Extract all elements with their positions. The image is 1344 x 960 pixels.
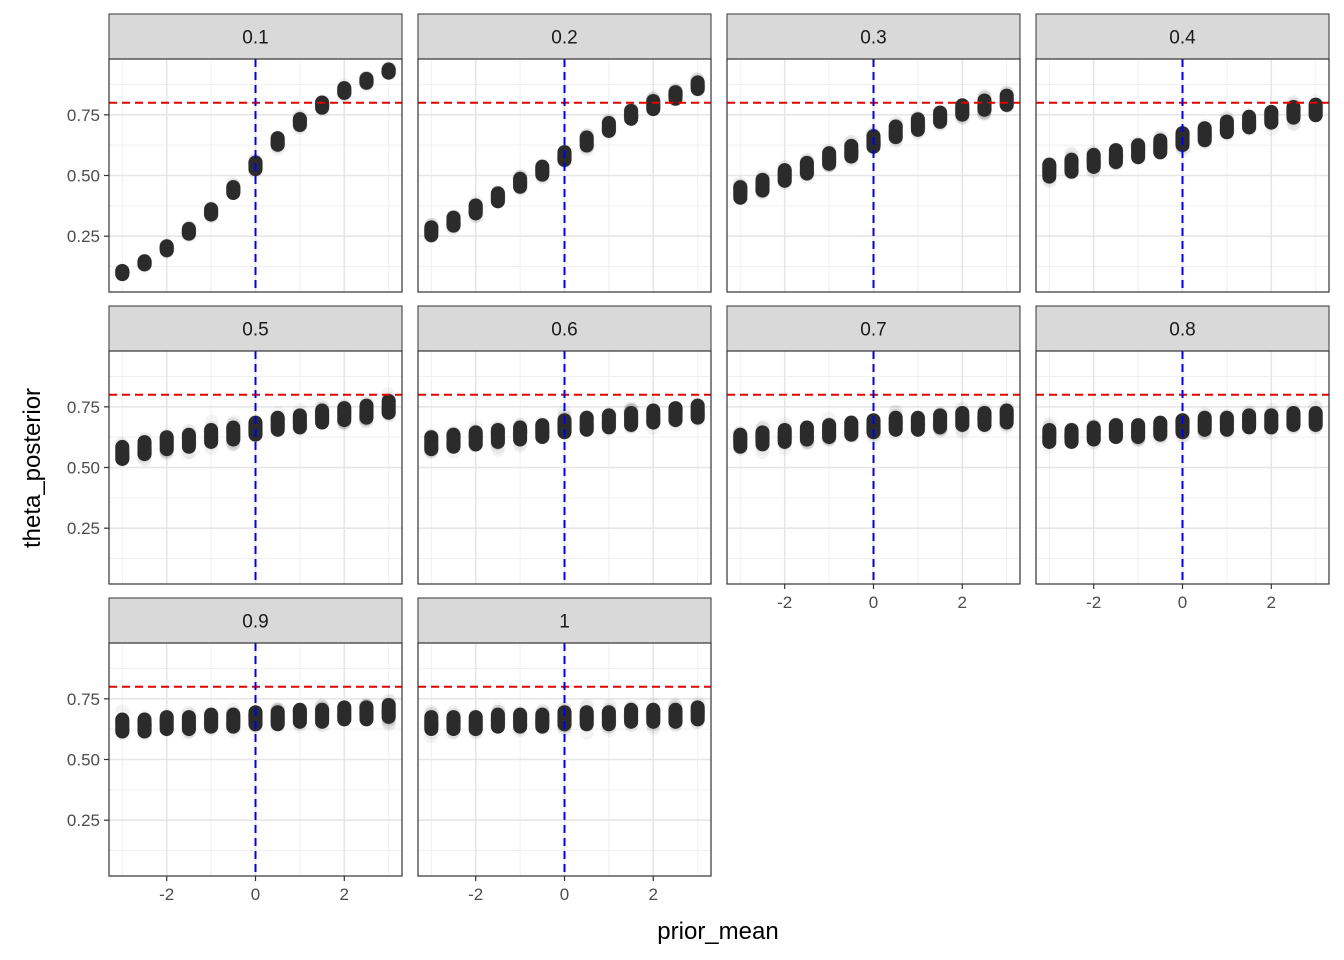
point-cloud	[732, 399, 1015, 460]
facet-panel-0.2: 0.2	[417, 13, 712, 293]
x-tick-label: 0	[560, 885, 569, 904]
facet-panel-0.7: 0.7 -2 0 2	[726, 305, 1021, 612]
x-tick-label: 0	[869, 593, 878, 612]
panel-border	[417, 58, 712, 293]
y-tick-label: 0.50	[67, 167, 100, 186]
facet-panel-0.4: 0.4	[1035, 13, 1330, 293]
facet-strip-label: 1	[559, 612, 570, 633]
y-axis-title: theta_posterior	[19, 388, 46, 548]
point-cloud	[114, 386, 397, 467]
point-cloud	[423, 395, 706, 460]
facet-panel-0.5: 0.5 0.25 0.50 0.75	[67, 305, 403, 585]
x-tick-label: -2	[777, 593, 792, 612]
y-tick-label: 0.50	[67, 459, 100, 478]
facet-panel-1: 1 -2 0 2	[417, 597, 712, 904]
x-tick-label: 0	[1178, 593, 1187, 612]
panel-border	[1035, 58, 1330, 293]
y-tick-label: 0.75	[67, 690, 100, 709]
point-cloud	[732, 85, 1015, 206]
facet-strip-label: 0.8	[1169, 320, 1195, 341]
y-tick-label: 0.25	[67, 227, 100, 246]
facet-strip-label: 0.7	[860, 320, 886, 341]
x-tick-label: 2	[340, 885, 349, 904]
point-cloud	[114, 60, 397, 282]
facet-panel-0.3: 0.3	[726, 13, 1021, 293]
facet-strip-label: 0.5	[242, 320, 268, 341]
x-tick-label: -2	[468, 885, 483, 904]
facet-strip	[108, 597, 403, 644]
panel-border	[726, 58, 1021, 293]
x-tick-label: 2	[1267, 593, 1276, 612]
y-tick-label: 0.75	[67, 106, 100, 125]
facet-strip-label: 0.4	[1169, 28, 1196, 49]
point-cloud	[1041, 398, 1324, 454]
y-tick-label: 0.50	[67, 751, 100, 770]
panel-border	[417, 350, 712, 585]
facet-strip	[417, 597, 712, 644]
facet-strip-label: 0.1	[242, 28, 268, 49]
facet-panel-0.1: 0.1 0.25 0.50 0.75	[67, 13, 403, 293]
x-axis-title: prior_mean	[657, 918, 778, 945]
facet-panel-0.9: 0.9 0.25 0.50 0.75 -2 0 2	[67, 597, 403, 904]
facet-strip	[726, 13, 1021, 60]
facet-strip-label: 0.2	[551, 28, 577, 49]
x-tick-label: 0	[251, 885, 260, 904]
facet-strip	[417, 305, 712, 352]
x-tick-label: -2	[1086, 593, 1101, 612]
x-tick-label: 2	[649, 885, 658, 904]
facet-strip	[108, 13, 403, 60]
x-tick-label: 2	[958, 593, 967, 612]
facet-strip-label: 0.3	[860, 28, 886, 49]
facet-strip-label: 0.9	[242, 612, 268, 633]
point-cloud	[1041, 94, 1324, 189]
y-tick-label: 0.75	[67, 398, 100, 417]
facet-panel-0.6: 0.6	[417, 305, 712, 585]
x-tick-label: -2	[159, 885, 174, 904]
facet-strip	[1035, 13, 1330, 60]
facet-panels: 0.10.250.500.750.2 0.3 0.40.50.250.500.750…	[67, 13, 1330, 904]
y-tick-label: 0.25	[67, 811, 100, 830]
facet-strip	[1035, 305, 1330, 352]
facet-strip	[108, 305, 403, 352]
facet-panel-0.8: 0.8 -2 0 2	[1035, 305, 1330, 612]
facet-strip-label: 0.6	[551, 320, 577, 341]
y-tick-label: 0.25	[67, 519, 100, 538]
